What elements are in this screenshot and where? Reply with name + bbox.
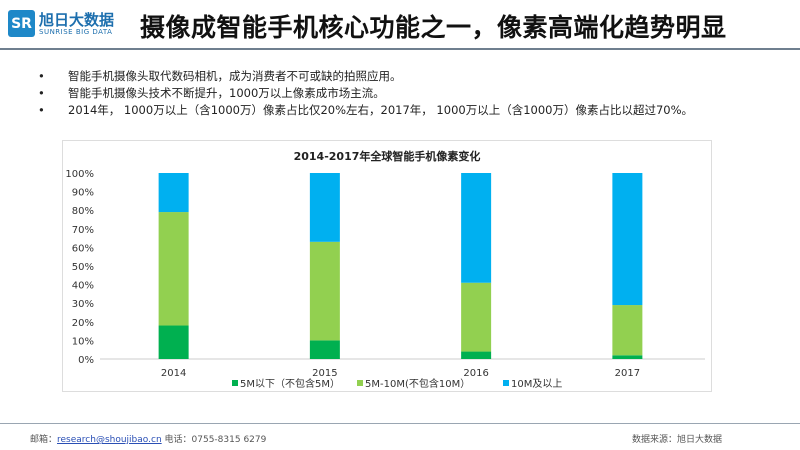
chart-container (62, 140, 712, 392)
legend-swatch (357, 380, 363, 386)
bullet-icon: • (38, 103, 45, 117)
x-tick-label: 2014 (161, 368, 186, 379)
bar-segment (309, 241, 340, 341)
bar-segment (461, 282, 492, 352)
bullet-icon: • (38, 69, 45, 83)
footer-divider (0, 423, 800, 424)
chart-title: 2014-2017年全球智能手机像素变化 (294, 149, 481, 163)
bullet-item: • 2014年， 1000万以上（含1000万）像素占比仅20%左右，2017年，… (38, 103, 694, 117)
legend-label: 5M-10M(不包含10M） (365, 377, 470, 390)
y-tick-label: 50% (72, 262, 94, 273)
bar-segment (309, 340, 340, 359)
y-tick-label: 100% (65, 169, 94, 180)
page-title: 摄像成智能手机核心功能之一，像素高端化趋势明显 (140, 13, 727, 42)
bar-segment (612, 173, 643, 306)
bullet-item: • 智能手机摄像头技术不断提升，1000万以上像素成市场主流。 (38, 86, 385, 100)
bar-segment (158, 173, 189, 213)
legend-label: 5M以下（不包含5M） (240, 377, 340, 390)
x-tick-label: 2016 (463, 368, 488, 379)
logo-cn: 旭日大数据 (39, 10, 115, 29)
legend-swatch (503, 380, 509, 386)
y-tick-label: 30% (72, 299, 94, 310)
y-tick-label: 20% (72, 318, 94, 329)
footer-contact: 邮箱：research@shoujibao.cn 电话：0755-8315 62… (30, 435, 267, 445)
bullet-list: • 智能手机摄像头取代数码相机，成为消费者不可或缺的拍照应用。 • 智能手机摄像头技… (38, 68, 693, 119)
y-tick-label: 60% (72, 243, 94, 254)
bar-segment (461, 351, 492, 359)
bar-segment (158, 325, 189, 359)
legend-label: 10M及以上 (511, 378, 562, 390)
phone: 电话：0755-8315 6279 (164, 435, 267, 445)
header: SR 旭日大数据 SUNRISE BIG DATA 摄像成智能手机核心功能之一，… (0, 0, 800, 50)
bar-segment (612, 355, 643, 359)
bar-segment (612, 305, 643, 356)
bar-segment (461, 173, 492, 283)
email-link[interactable]: research@shoujibao.cn (57, 435, 162, 445)
data-source: 数据来源：旭日大数据 (632, 435, 723, 445)
y-tick-label: 90% (72, 188, 94, 199)
y-tick-label: 10% (72, 336, 94, 347)
y-tick-label: 0% (78, 355, 94, 366)
logo-icon: SR (8, 10, 35, 37)
y-tick-label: 70% (72, 225, 94, 236)
bullet-icon: • (38, 86, 45, 100)
legend-swatch (232, 380, 238, 386)
y-tick-label: 40% (72, 281, 94, 292)
x-tick-label: 2015 (312, 368, 337, 379)
bar-segment (309, 173, 340, 242)
y-tick-label: 80% (72, 206, 94, 217)
bar-segment (158, 212, 189, 326)
logo-en: SUNRISE BIG DATA (39, 27, 113, 36)
x-tick-label: 2017 (615, 368, 640, 379)
logo: SR 旭日大数据 SUNRISE BIG DATA (8, 10, 114, 37)
bullet-item: • 智能手机摄像头取代数码相机，成为消费者不可或缺的拍照应用。 (38, 69, 402, 83)
